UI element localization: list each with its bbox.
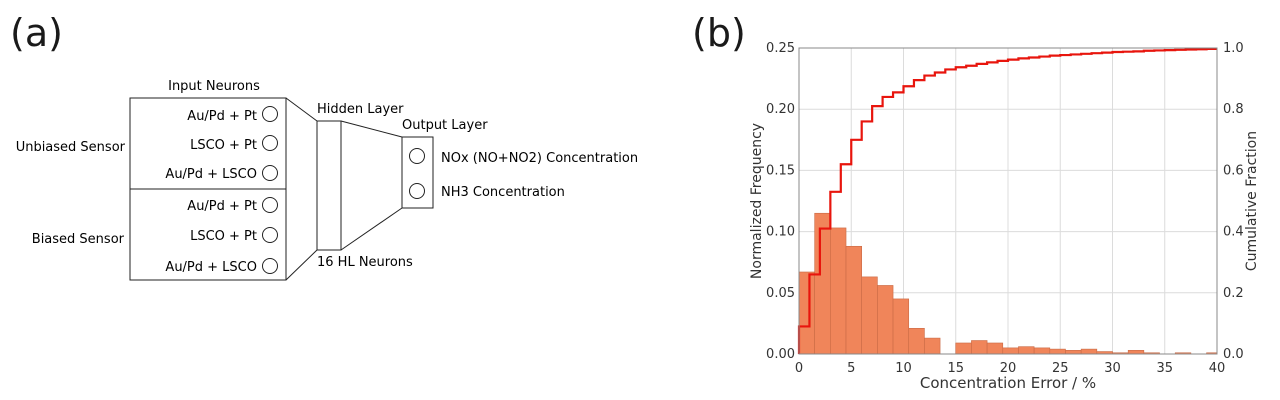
histogram-bar (892, 298, 910, 355)
output-label-nh3: NH3 Concentration (441, 185, 565, 200)
hidden-layer-box (316, 120, 342, 251)
input-neurons-header: Input Neurons (168, 79, 260, 94)
cumulative-step-line (797, 47, 1217, 354)
x-tick-label: 5 (847, 361, 855, 376)
hidden-layer-label: Hidden Layer (317, 102, 404, 117)
chart-axes: 0 5 10 15 20 25 30 35 40 0.00 0.05 0.10 0.15 0.20 0.25… (766, 41, 1244, 376)
histogram-bar (830, 227, 847, 355)
panel-b-label: (b) (692, 11, 746, 55)
x-tick-label: 25 (1052, 361, 1069, 376)
histogram-bar (798, 271, 815, 355)
histogram-bar (1002, 347, 1019, 355)
input-neuron-circle (262, 227, 278, 243)
plot-frame (798, 47, 1218, 355)
input-neuron-circle (262, 165, 278, 181)
y2-tick-label: 0.4 (1223, 225, 1244, 240)
histogram-bar (1018, 346, 1035, 355)
histogram-bar (861, 276, 878, 355)
input-label: LSCO + Pt (190, 138, 257, 153)
x-tick-label: 40 (1209, 361, 1226, 376)
unbiased-sensor-label: Unbiased Sensor (16, 140, 126, 155)
x-tick-label: 15 (947, 361, 964, 376)
y2-tick-label: 0.6 (1223, 163, 1244, 178)
input-label: Au/Pd + Pt (187, 109, 257, 124)
x-tick-label: 0 (795, 361, 803, 376)
panel-a: (a) Input Neurons Unbiased Sensor Biased… (10, 11, 638, 281)
histogram-bar (1033, 347, 1051, 355)
y-tick-label: 0.10 (766, 225, 795, 240)
y-axis-label: Normalized Frequency (749, 123, 765, 279)
histogram-bar (924, 337, 941, 355)
connection-line (285, 249, 318, 281)
histogram-bar (1049, 348, 1066, 355)
output-layer-box (401, 136, 434, 209)
input-neuron-circle (262, 135, 278, 151)
output-label-nox: NOx (NO+NO2) Concentration (441, 151, 638, 166)
output-layer-label: Output Layer (402, 118, 488, 133)
histogram-bar (955, 342, 972, 355)
x-tick-label: 10 (895, 361, 912, 376)
input-neuron-circle (262, 258, 278, 274)
histogram-bar (814, 212, 831, 355)
cumulative-line (797, 47, 1217, 354)
histogram-bar (1065, 350, 1082, 355)
y2-tick-label: 0.8 (1223, 102, 1244, 117)
x-axis-label: Concentration Error / % (920, 374, 1096, 392)
x-tick-label: 20 (1000, 361, 1017, 376)
histogram-bar (1080, 348, 1098, 355)
y-tick-label: 0.05 (766, 286, 795, 301)
x-tick-label: 30 (1104, 361, 1121, 376)
y-tick-label: 0.00 (766, 347, 795, 362)
input-label: Au/Pd + LSCO (165, 260, 257, 275)
input-label: LSCO + Pt (190, 229, 257, 244)
hidden-neurons-label: 16 HL Neurons (317, 255, 413, 270)
y2-axis-label: Cumulative Fraction (1244, 131, 1260, 271)
histogram-bar (971, 340, 988, 355)
panel-b: (b) 0 5 10 15 20 25 30 35 400.000.050.100.150.20… (692, 11, 1260, 392)
input-neuron-circle (262, 106, 278, 122)
output-neuron-circle (409, 183, 425, 199)
output-neuron-circle (409, 148, 425, 164)
biased-sensor-label: Biased Sensor (32, 232, 125, 247)
y2-tick-label: 0.2 (1223, 286, 1244, 301)
histogram-bar (986, 342, 1004, 355)
histogram-bar (877, 285, 894, 355)
y-tick-label: 0.20 (766, 102, 795, 117)
y2-tick-label: 1.0 (1223, 41, 1244, 56)
histogram-bar (1127, 350, 1145, 355)
y-tick-label: 0.25 (766, 41, 795, 56)
input-label: Au/Pd + Pt (187, 199, 257, 214)
y-tick-label: 0.15 (766, 163, 795, 178)
connection-line (285, 97, 318, 122)
connection-line (340, 120, 403, 138)
histogram-bar (908, 327, 925, 355)
y2-tick-label: 0.0 (1223, 347, 1244, 362)
input-neuron-circle (262, 197, 278, 213)
histogram-bar (845, 245, 863, 355)
input-label: Au/Pd + LSCO (165, 167, 257, 182)
biased-sensor-box (129, 188, 287, 281)
histogram-bars (798, 212, 1218, 355)
panel-a-label: (a) (10, 11, 63, 55)
x-tick-label: 35 (1156, 361, 1173, 376)
connection-line (340, 207, 403, 251)
